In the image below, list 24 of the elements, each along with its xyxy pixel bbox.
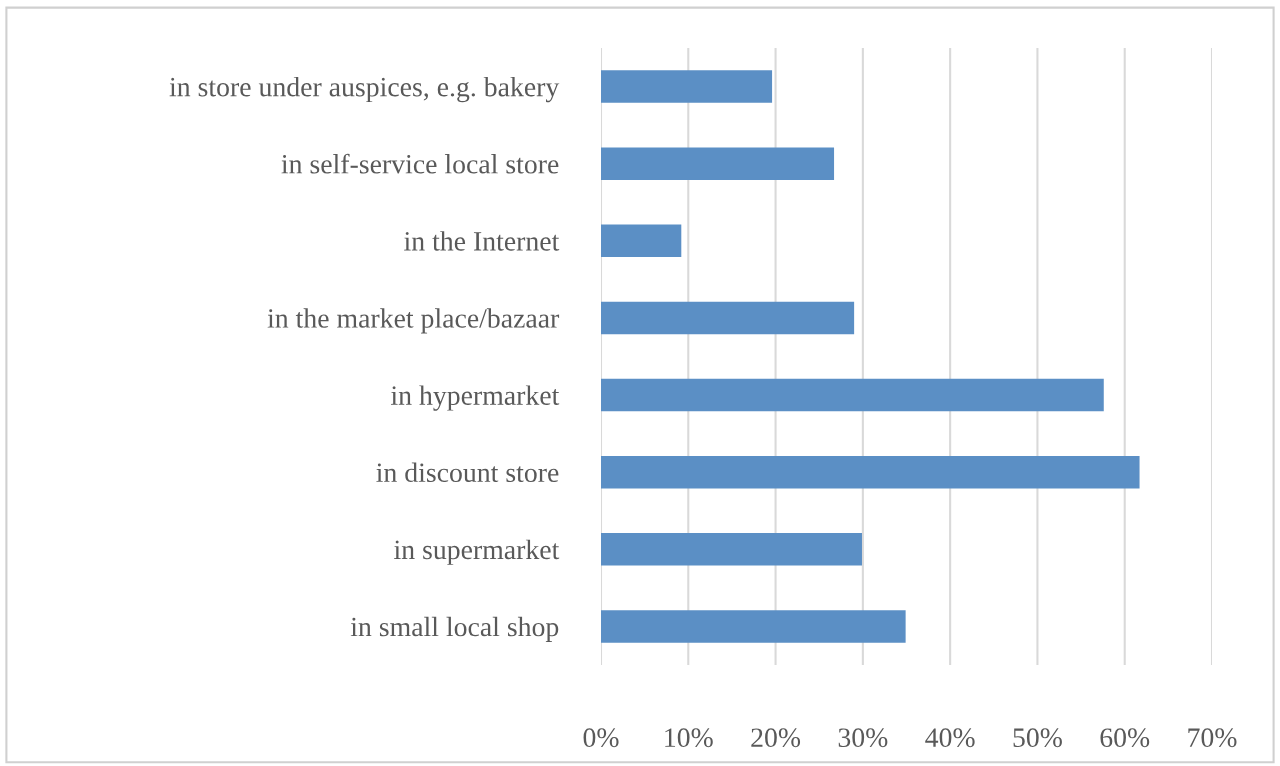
y-tick-label: in store under auspices, e.g. bakery — [169, 76, 560, 103]
bar — [601, 70, 773, 103]
y-tick-label: in the market place/bazaar — [267, 308, 560, 334]
bar — [601, 301, 855, 335]
x-tick-label: 20% — [751, 728, 801, 748]
y-tick-label: in small local shop — [350, 616, 559, 642]
y-tick-label: in hypermarket — [391, 385, 560, 411]
bar — [601, 224, 682, 258]
bar — [601, 533, 862, 566]
y-tick-label: in supermarket — [394, 539, 560, 565]
y-tick-label: in self-service local store — [281, 153, 559, 174]
bar — [601, 147, 835, 180]
x-tick-label: 40% — [925, 728, 975, 748]
y-tick-label: in the Internet — [404, 231, 560, 251]
bar — [601, 378, 1104, 412]
x-tick-label: 10% — [665, 728, 713, 748]
bar — [601, 455, 1140, 489]
bar — [601, 610, 906, 643]
x-tick-label: 0% — [583, 728, 619, 748]
x-tick-label: 60% — [1100, 728, 1150, 748]
x-tick-label: 30% — [838, 728, 888, 748]
x-tick-label: 50% — [1013, 728, 1062, 748]
x-tick-label: 70% — [1188, 728, 1237, 748]
y-tick-label: in discount store — [376, 462, 559, 483]
